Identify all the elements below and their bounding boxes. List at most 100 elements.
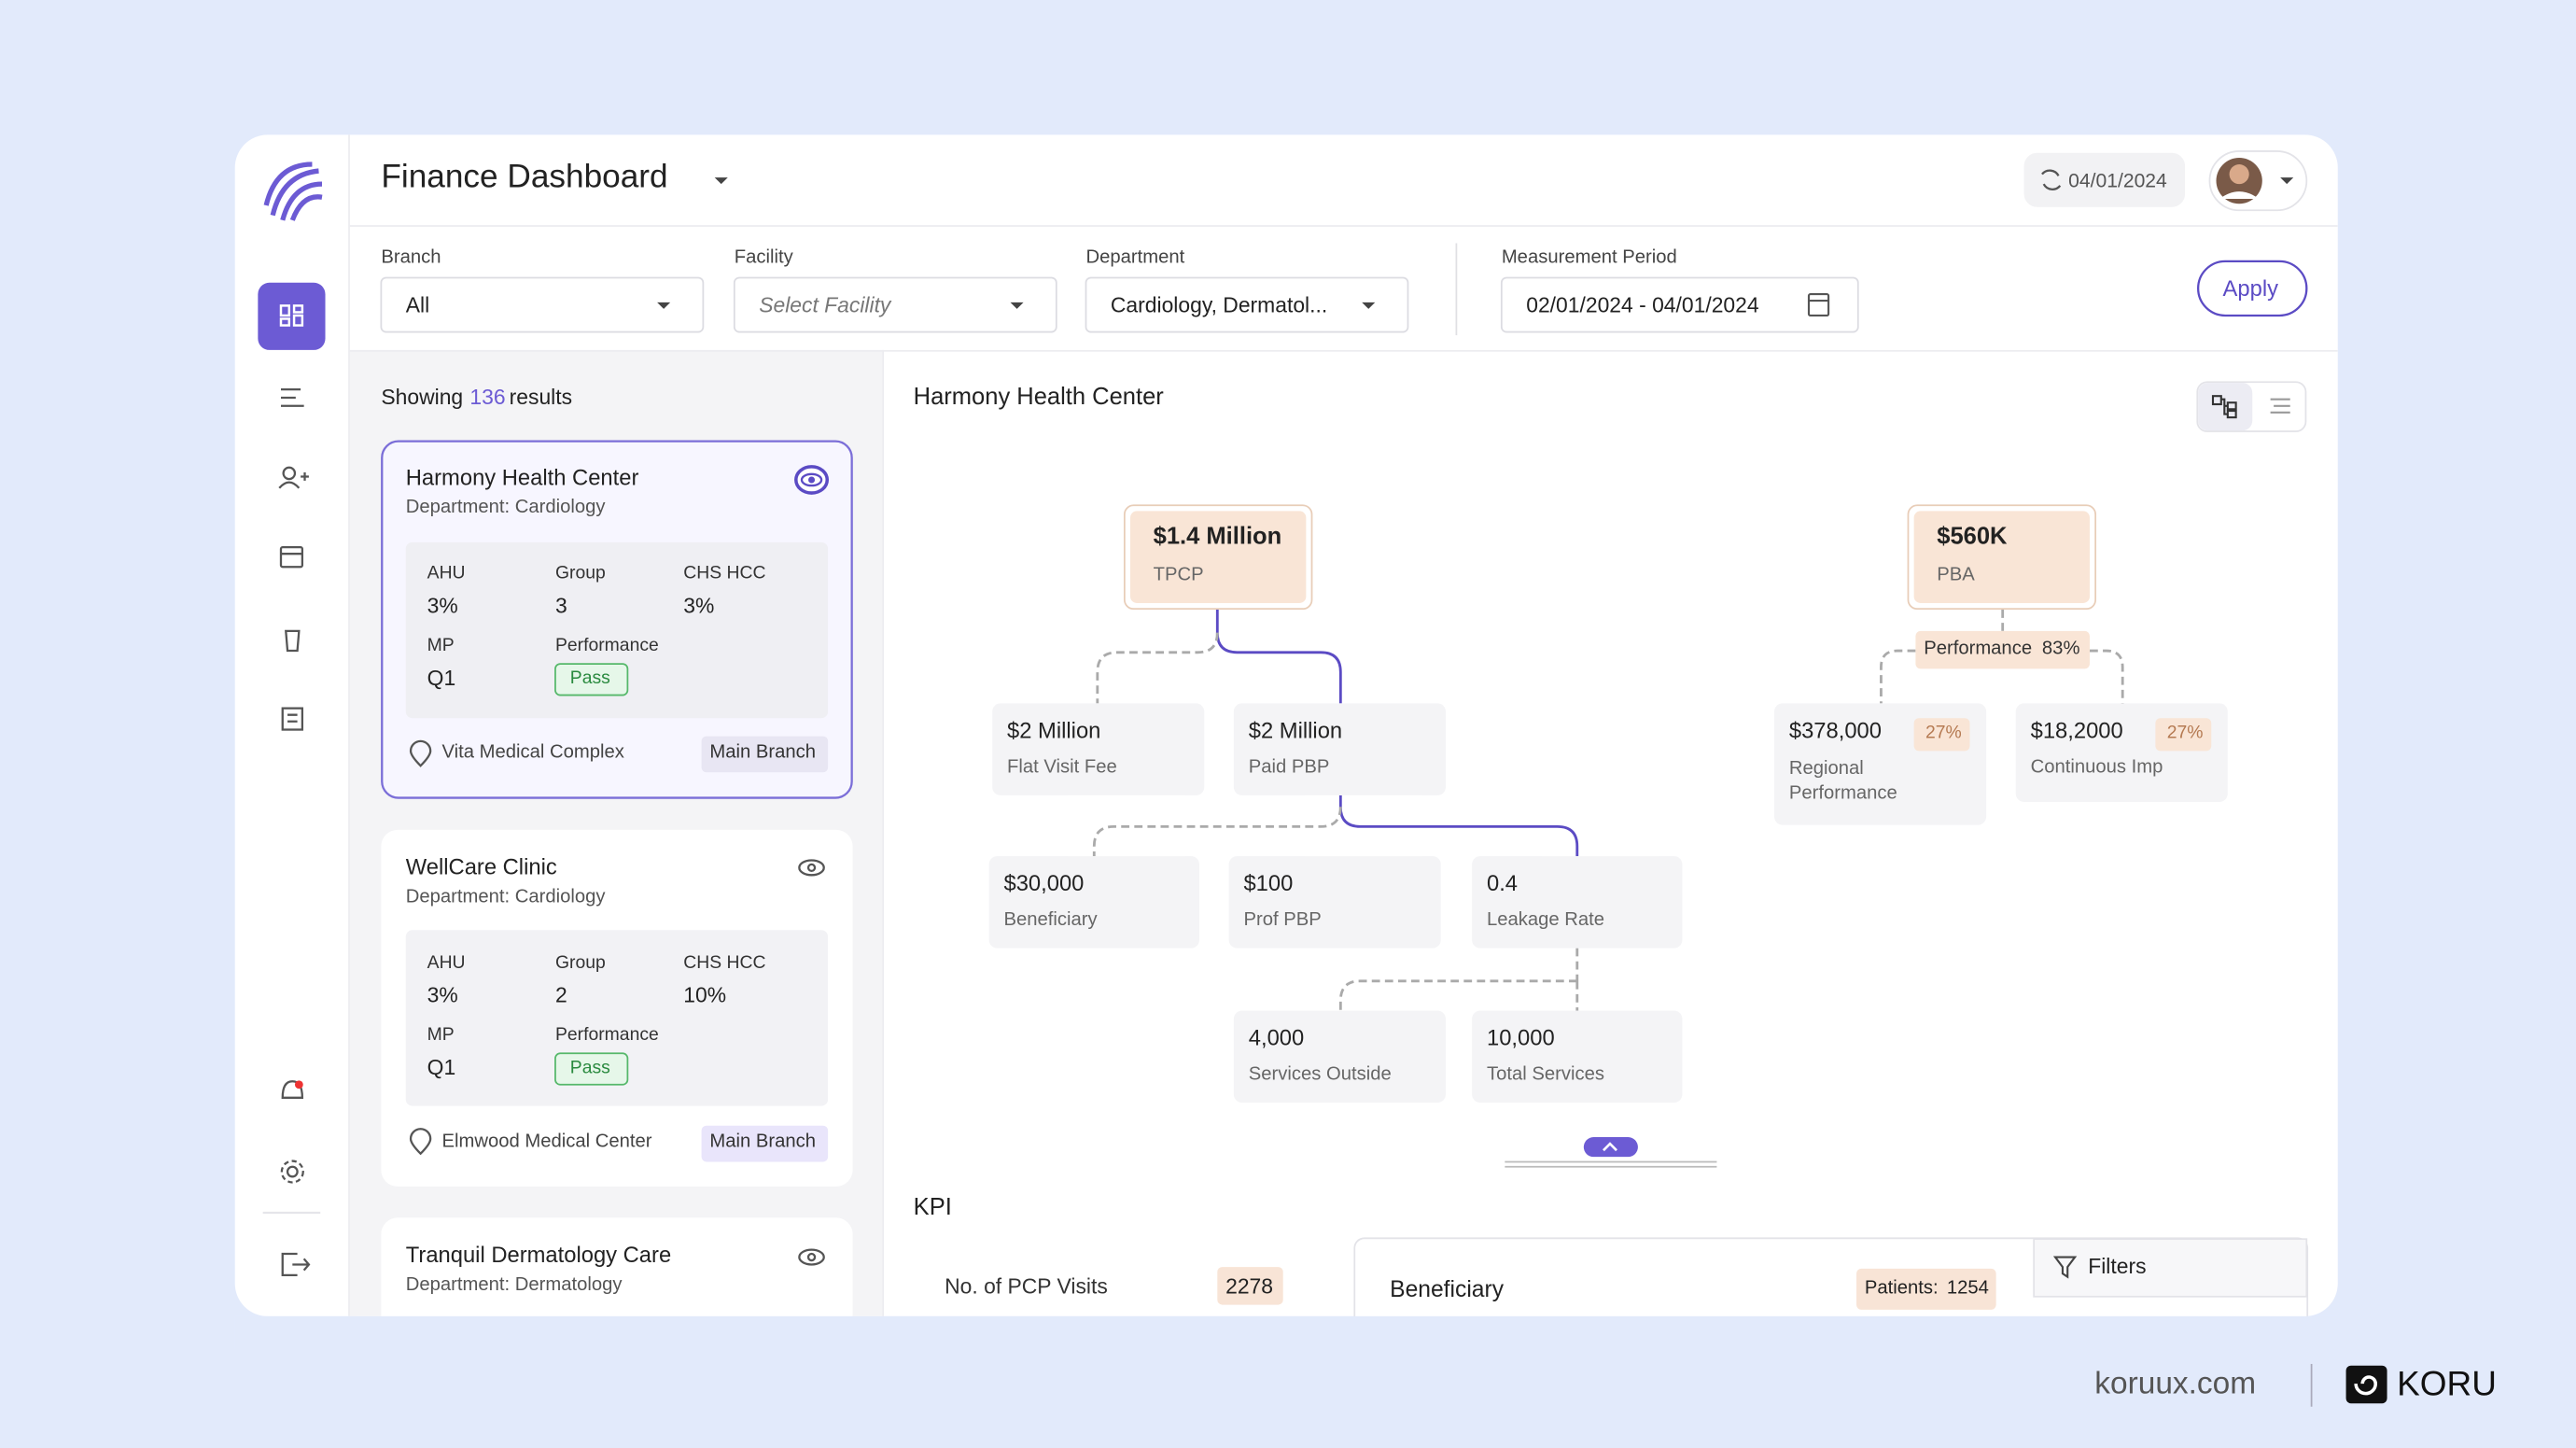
field-value: 3% (427, 593, 458, 618)
node (1472, 856, 1683, 949)
node-value: $100 (1243, 870, 1294, 896)
apply-button[interactable] (2197, 260, 2308, 317)
logo (263, 162, 323, 221)
card-location: Elmwood Medical Center (441, 1132, 652, 1152)
sidebar-border (348, 134, 350, 1316)
apply-label: Apply (2222, 275, 2279, 302)
performance-tag (1915, 630, 2090, 669)
node-label: TPCP (1153, 565, 1204, 585)
results-text: Showing (381, 384, 464, 410)
field-label: Group (554, 563, 606, 583)
node-label: Services Outside (1248, 1064, 1392, 1085)
cards-bg (381, 440, 853, 1333)
field-label: AHU (427, 952, 466, 974)
card-name: Harmony Health Center (405, 465, 639, 490)
card-department: Department: Dermatology (405, 1274, 623, 1296)
field-label: Group (554, 952, 606, 974)
field-value: 2 (554, 982, 567, 1008)
patients-badge (1856, 1268, 1996, 1310)
node-inner (1913, 511, 2090, 603)
field-value: Q1 (427, 665, 456, 691)
field-value: 3 (554, 593, 567, 618)
field-label: Performance (554, 1025, 659, 1046)
node-label: Leakage Rate (1486, 910, 1605, 931)
panel-title: Beneficiary (1390, 1274, 1505, 1302)
node-label: PBA (1937, 565, 1975, 585)
badge-value: 1254 (1946, 1278, 1989, 1299)
footer-brand: KORU (2397, 1365, 2497, 1404)
tree-title: Harmony Health Center (913, 384, 1164, 412)
date-pill (2023, 152, 2186, 207)
node-value: $30,000 (1003, 870, 1085, 896)
card-branch: Main Branch (709, 742, 817, 763)
node (1233, 1010, 1446, 1104)
metric-value: 2278 (1225, 1273, 1274, 1299)
card-branch: Main Branch (709, 1132, 817, 1152)
collapse-handle[interactable] (1583, 1137, 1638, 1158)
node-value: 4,000 (1248, 1025, 1305, 1050)
filter-label: Measurement Period (1501, 247, 1677, 268)
field-label: MP (427, 1025, 455, 1046)
brand-logo (2345, 1365, 2387, 1404)
active-nav (258, 282, 326, 350)
view-toggle[interactable] (2196, 381, 2307, 432)
field-value: 10% (683, 982, 727, 1008)
share-badge (1913, 718, 1970, 752)
node-label: Prof PBP (1243, 910, 1322, 931)
filter-label: Facility (734, 247, 793, 268)
metric-badge (1217, 1267, 1283, 1305)
field-label: CHS HCC (683, 563, 766, 583)
node-inner (1130, 511, 1307, 603)
selects (380, 276, 1859, 333)
field-value: 3% (683, 593, 715, 618)
node (1472, 1010, 1683, 1104)
field-value: Q1 (427, 1055, 456, 1080)
results-count: 136 (469, 384, 506, 410)
node-label: Flat Visit Fee (1007, 757, 1117, 778)
filter-value: 02/01/2024 - 04/01/2024 (1526, 292, 1759, 317)
node-value: $18,2000 (2030, 718, 2123, 743)
node-label: Beneficiary (1003, 910, 1098, 931)
field-label: CHS HCC (683, 952, 766, 974)
footer-bg (234, 1315, 2338, 1350)
status-badge: Pass (569, 668, 610, 689)
card-name: WellCare Clinic (405, 854, 557, 879)
node (1233, 703, 1446, 795)
filter-label: Department (1085, 247, 1185, 268)
filter-value: All (405, 292, 430, 317)
node-value: $2 Million (1007, 718, 1101, 743)
title: Finance Dashboard (381, 159, 668, 196)
node-value: 10,000 (1486, 1025, 1555, 1050)
node (988, 856, 1199, 949)
filters-label: Filters (2088, 1254, 2147, 1279)
field-label: AHU (427, 563, 466, 583)
field-label: MP (427, 636, 455, 656)
badge-label: Patients: (1864, 1278, 1939, 1299)
node-label: Continuous Imp (2030, 757, 2163, 778)
node-label: Regional Performance (1788, 759, 1897, 804)
card-location: Vita Medical Complex (441, 742, 624, 763)
title-caret (714, 177, 728, 185)
node-label: Total Services (1486, 1064, 1605, 1085)
filter-value: Cardiology, Dermatol... (1110, 292, 1328, 317)
share-badge (2155, 718, 2212, 752)
performance-label: Performance (1924, 639, 2033, 659)
date: 04/01/2024 (2068, 169, 2167, 192)
metric-label: No. of PCP Visits (945, 1273, 1108, 1299)
node-value: $378,000 (1788, 718, 1882, 743)
card-department: Department: Cardiology (405, 498, 606, 518)
kpi-title: KPI (913, 1194, 952, 1221)
list-border (882, 349, 884, 1316)
header-border (349, 225, 2338, 227)
node-value: $1.4 Million (1153, 524, 1282, 551)
card-name: Tranquil Dermatology Care (405, 1242, 672, 1268)
node-share: 27% (1925, 723, 1962, 743)
connectors (1092, 610, 2124, 1015)
node-share: 27% (2166, 723, 2204, 743)
card-department: Department: Cardiology (405, 887, 606, 907)
results-text: results (509, 384, 573, 410)
footer-site: koruux.com (2094, 1367, 2257, 1402)
field-value: 3% (427, 982, 458, 1008)
